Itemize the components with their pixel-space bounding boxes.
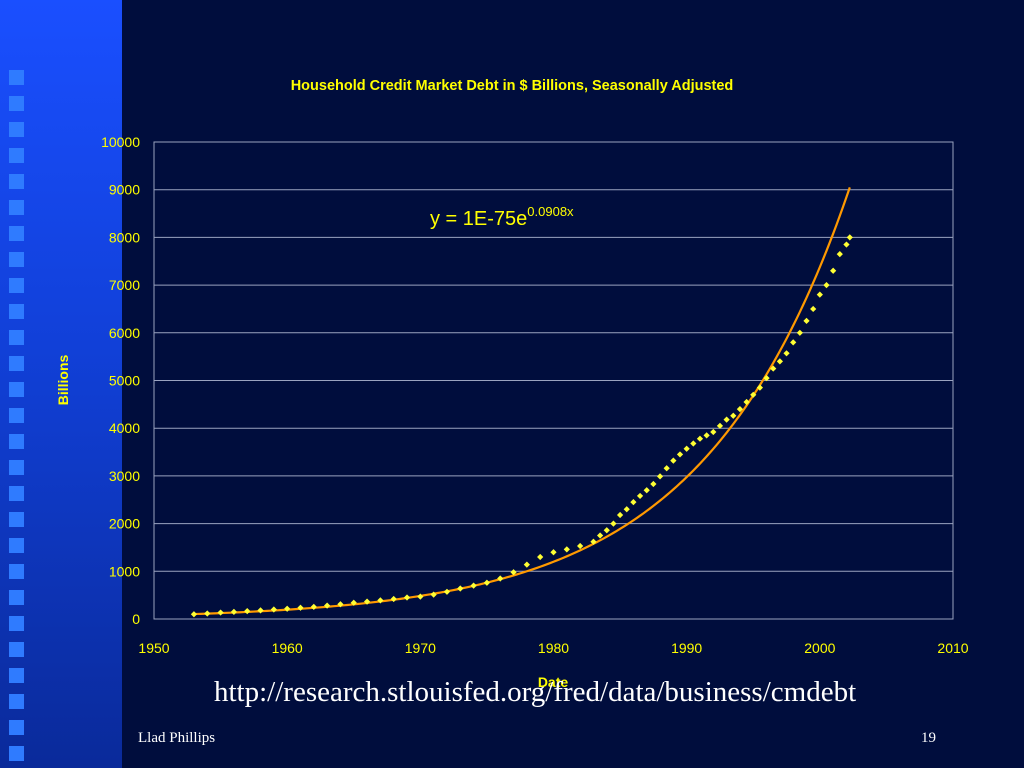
sidebar-square — [9, 122, 24, 137]
sidebar-square — [9, 200, 24, 215]
sidebar-decoration — [0, 0, 122, 768]
y-tick-label: 3000 — [109, 468, 140, 484]
sidebar-square — [9, 382, 24, 397]
data-point — [710, 428, 717, 436]
data-point — [690, 440, 697, 447]
sidebar-square — [9, 720, 24, 735]
chart: 0 1000 2000 3000 4000 5000 6000 7000 8000 9000 100… — [55, 134, 969, 690]
y-tick-label: 10000 — [101, 134, 140, 150]
data-point — [537, 553, 544, 561]
data-point — [230, 608, 238, 615]
data-point — [763, 375, 770, 382]
sidebar-square — [9, 590, 24, 605]
x-tick-labels: 1950 1960 1970 1980 1990 2000 2010 — [138, 640, 968, 656]
sidebar-square — [9, 174, 24, 189]
data-point — [390, 595, 397, 603]
x-tick-label: 1960 — [272, 640, 303, 656]
sidebar-square — [9, 226, 24, 241]
sidebar-square — [9, 538, 24, 553]
sidebar-square — [9, 512, 24, 527]
data-point — [190, 611, 198, 618]
sidebar-square — [9, 746, 24, 761]
equation-base: y = 1E-75e — [430, 208, 527, 230]
data-point — [510, 569, 517, 576]
author-footer: Llad Phillips — [138, 730, 216, 746]
data-point — [636, 492, 644, 500]
y-tick-label: 5000 — [109, 373, 140, 389]
sidebar-square — [9, 564, 24, 579]
y-tick-label: 2000 — [109, 516, 140, 532]
trendline-equation: y = 1E-75e0.0908x — [430, 204, 574, 230]
data-point — [324, 602, 331, 609]
sidebar-square — [9, 668, 24, 683]
data-point — [596, 532, 604, 539]
y-tick-label: 9000 — [109, 182, 140, 198]
equation-exponent: 0.0908x — [527, 204, 574, 219]
data-point — [417, 593, 424, 600]
data-point — [743, 398, 750, 406]
sidebar-square — [9, 434, 24, 449]
data-point — [497, 575, 504, 582]
sidebar-square — [9, 70, 24, 85]
sidebar-square — [9, 460, 24, 475]
x-tick-label: 1950 — [138, 640, 169, 656]
sidebar-square — [9, 304, 24, 319]
data-point — [736, 406, 744, 413]
sidebar-square — [9, 278, 24, 293]
data-point — [563, 546, 570, 553]
sidebar-square — [9, 694, 24, 709]
sidebar-square — [9, 486, 24, 501]
data-point — [670, 457, 677, 464]
data-point — [523, 561, 530, 568]
sidebar-square — [9, 642, 24, 657]
x-tick-label: 2010 — [937, 640, 968, 656]
data-point — [577, 542, 584, 550]
sidebar-square — [9, 252, 24, 267]
x-tick-label: 1980 — [538, 640, 569, 656]
sidebar-square — [9, 96, 24, 111]
grid-lines — [154, 189, 953, 572]
y-tick-label: 1000 — [109, 563, 140, 579]
y-tick-label: 0 — [132, 611, 140, 627]
data-point — [270, 606, 277, 613]
data-point — [350, 599, 357, 606]
data-point — [796, 329, 803, 336]
sidebar-square — [9, 330, 24, 345]
data-point — [643, 487, 650, 494]
data-point — [616, 511, 624, 519]
data-point — [550, 549, 557, 556]
data-point — [590, 538, 597, 545]
y-tick-label: 4000 — [109, 420, 140, 436]
data-point — [610, 520, 617, 527]
sidebar-square — [9, 356, 24, 371]
x-tick-label: 2000 — [804, 640, 835, 656]
trend-line — [193, 187, 851, 616]
sidebar-square — [9, 616, 24, 631]
x-tick-label: 1970 — [405, 640, 436, 656]
x-axis-label: Date — [538, 674, 569, 690]
page-number: 19 — [921, 730, 936, 746]
data-point — [790, 339, 797, 346]
y-axis-label: Billions — [55, 355, 71, 406]
y-tick-labels: 0 1000 2000 3000 4000 5000 6000 7000 8000 9000 100… — [101, 134, 140, 627]
sidebar-square — [9, 408, 24, 423]
data-point — [297, 604, 304, 611]
y-tick-label: 8000 — [109, 229, 140, 245]
source-url[interactable]: http://research.stlouisfed.org/fred/data… — [214, 676, 857, 708]
data-point — [470, 582, 477, 589]
y-tick-label: 6000 — [109, 325, 140, 341]
data-point — [836, 250, 843, 258]
data-point — [603, 527, 610, 534]
sidebar-square — [9, 148, 24, 163]
x-tick-label: 1990 — [671, 640, 702, 656]
y-tick-label: 7000 — [109, 277, 140, 293]
chart-title: Household Credit Market Debt in $ Billio… — [290, 78, 734, 94]
